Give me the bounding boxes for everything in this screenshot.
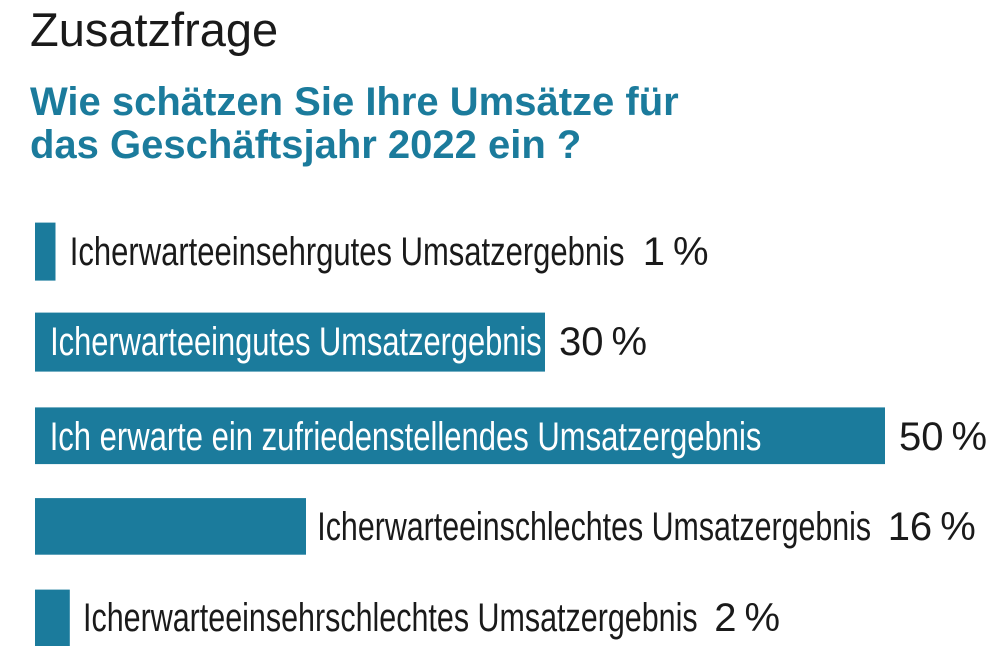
svg-text:Icherwarteeinsehrgutes Umsatze: Icherwarteeinsehrgutes Umsatzergebnis <box>70 230 625 274</box>
svg-text:Icherwarteeinsehrschlechtes Um: Icherwarteeinsehrschlechtes Umsatzergebn… <box>83 596 698 640</box>
svg-text:1 %: 1 % <box>643 230 709 274</box>
svg-text:50 %: 50 % <box>899 415 987 459</box>
svg-text:Icherwarteeinschlechtes Umsatz: Icherwarteeinschlechtes Umsatzergebnis <box>317 505 871 549</box>
svg-text:2 %: 2 % <box>714 596 780 640</box>
svg-text:30 %: 30 % <box>559 320 647 364</box>
svg-text:Ich erwarte ein zufriedenstell: Ich erwarte ein zufriedenstellendes Umsa… <box>50 415 762 459</box>
svg-text:Icherwarteeingutes Umsatzergeb: Icherwarteeingutes Umsatzergebnis <box>50 320 542 364</box>
svg-text:16 %: 16 % <box>888 505 976 549</box>
